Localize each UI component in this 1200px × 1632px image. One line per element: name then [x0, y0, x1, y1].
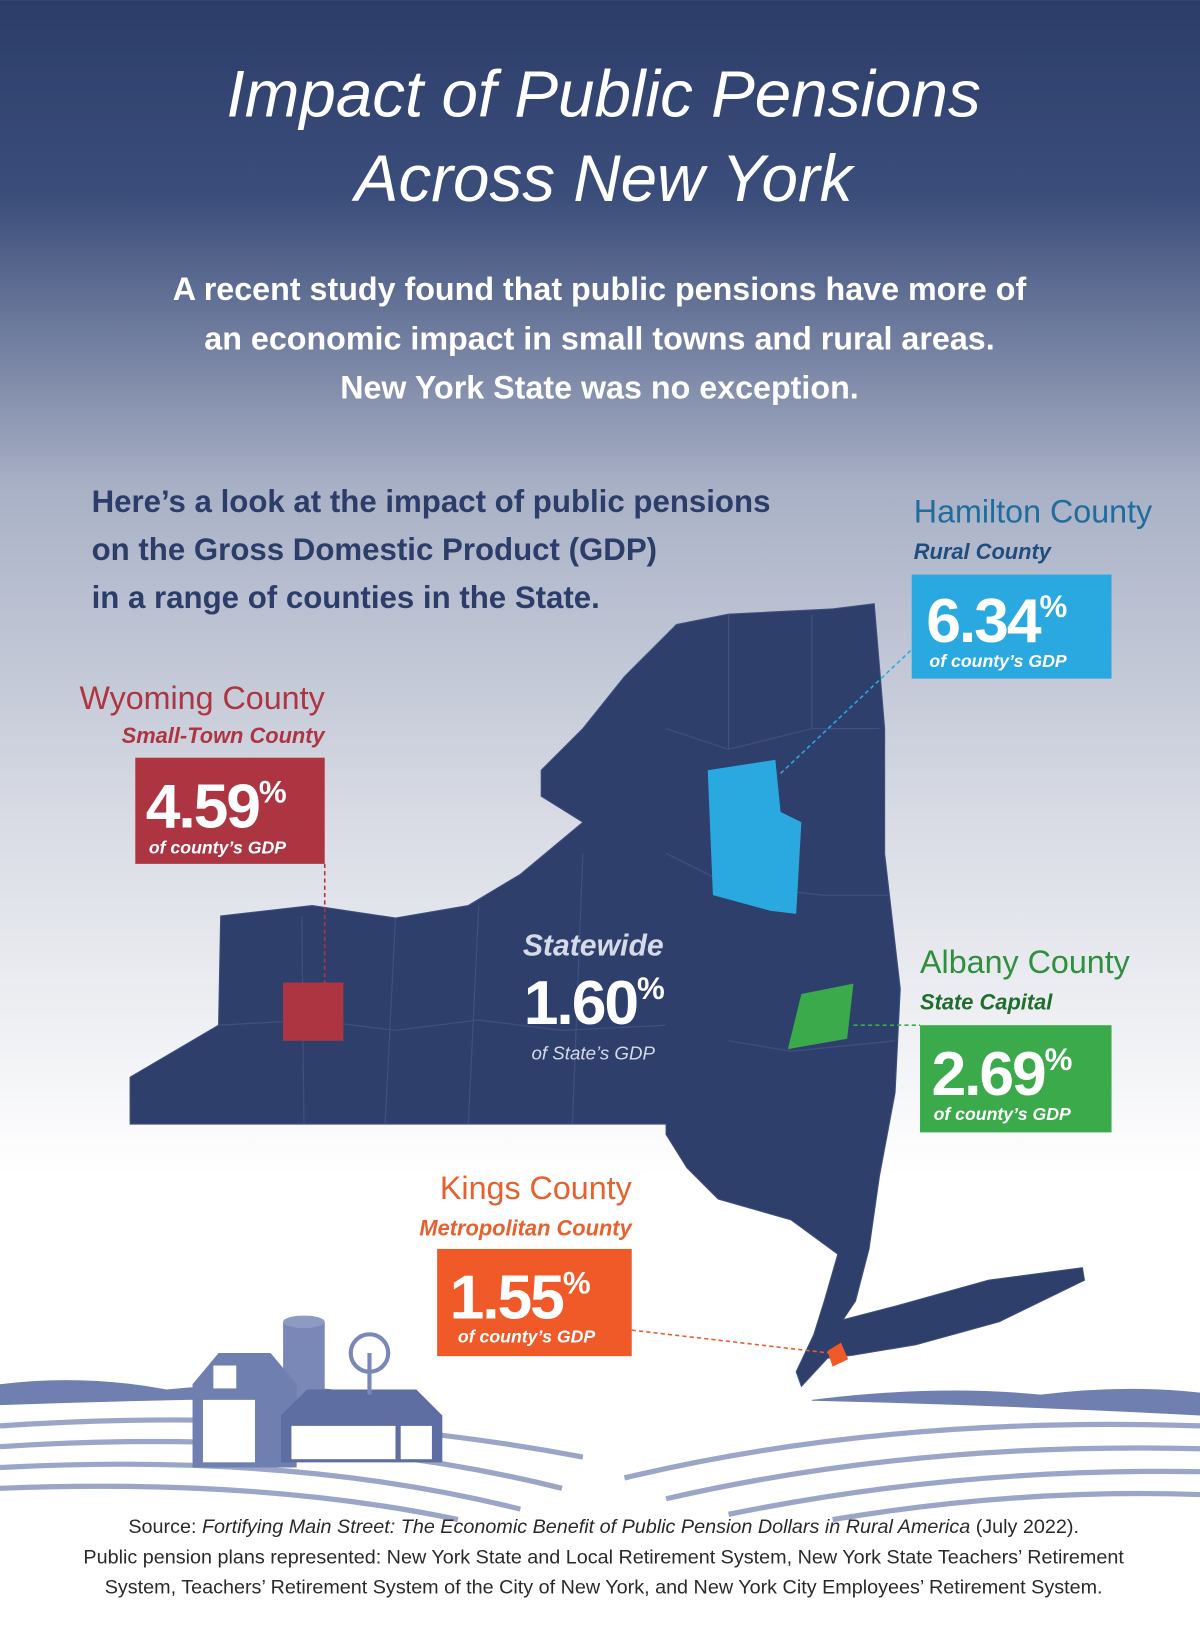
value: 6.34	[926, 586, 1042, 656]
kings-county-shape	[827, 1342, 849, 1367]
title: Across New York	[351, 142, 856, 215]
statewide-value: 1.60%	[524, 968, 664, 1038]
source-line: Source: Fortifying Main Street: The Econ…	[128, 1516, 1079, 1538]
statewide-caption: of State’s GDP	[532, 1043, 656, 1064]
value: 4.59	[146, 771, 260, 841]
source-title: Fortifying Main Street: The Economic Ben…	[202, 1516, 970, 1538]
plans-line: System, Teachers’ Retirement System of t…	[105, 1576, 1103, 1598]
connector	[631, 1329, 830, 1354]
statewide-label: Statewide	[523, 929, 664, 962]
unit: %	[259, 774, 286, 809]
new-york-map	[129, 603, 1086, 1388]
value: 2.69	[931, 1039, 1045, 1109]
county-name: Wyoming County	[79, 680, 325, 716]
connector	[777, 649, 912, 776]
county-value: 4.59%	[146, 771, 286, 841]
county-kind: Small-Town County	[122, 723, 327, 748]
unit: %	[563, 1266, 590, 1301]
wyoming-county-shape	[283, 982, 344, 1041]
lead-text: in a range of counties in the State.	[92, 580, 600, 615]
county-name: Albany County	[920, 944, 1131, 980]
county-value: 6.34%	[926, 586, 1066, 656]
intro-text: New York State was no exception.	[340, 370, 859, 406]
unit: %	[1039, 589, 1066, 624]
value-box	[911, 574, 1112, 679]
source-prefix: Source:	[128, 1516, 202, 1538]
value-box	[920, 1025, 1112, 1133]
county-name: Kings County	[440, 1170, 633, 1206]
source-suffix: (July 2022).	[970, 1516, 1079, 1538]
barn-illustration	[192, 1315, 443, 1468]
hamilton-county-shape	[707, 759, 802, 914]
unit: %	[1045, 1042, 1072, 1077]
plans-line: Public pension plans represented: New Yo…	[83, 1546, 1124, 1568]
county-kind: State Capital	[920, 990, 1053, 1015]
value: 1.55	[450, 1263, 564, 1333]
caption: of county’s GDP	[934, 1104, 1071, 1124]
albany-county-shape	[787, 983, 854, 1050]
lead-text: Here’s a look at the impact of public pe…	[92, 484, 771, 519]
county-name: Hamilton County	[914, 494, 1153, 530]
intro-text: an economic impact in small towns and ru…	[204, 321, 994, 357]
title: Impact of Public Pensions	[227, 58, 981, 131]
intro-text: A recent study found that public pension…	[173, 271, 1027, 307]
county-kind: Metropolitan County	[419, 1215, 633, 1240]
unit: %	[637, 971, 664, 1006]
value: 1.60	[524, 968, 638, 1038]
county-kind: Rural County	[914, 539, 1053, 564]
county-value: 1.55%	[450, 1263, 590, 1333]
value-box	[135, 757, 325, 864]
county-value: 2.69%	[931, 1039, 1071, 1109]
caption: of county’s GDP	[149, 837, 286, 857]
lead-text: on the Gross Domestic Product (GDP)	[92, 532, 657, 567]
caption: of county’s GDP	[929, 651, 1066, 671]
value-box	[437, 1248, 632, 1357]
caption: of county’s GDP	[458, 1327, 595, 1347]
